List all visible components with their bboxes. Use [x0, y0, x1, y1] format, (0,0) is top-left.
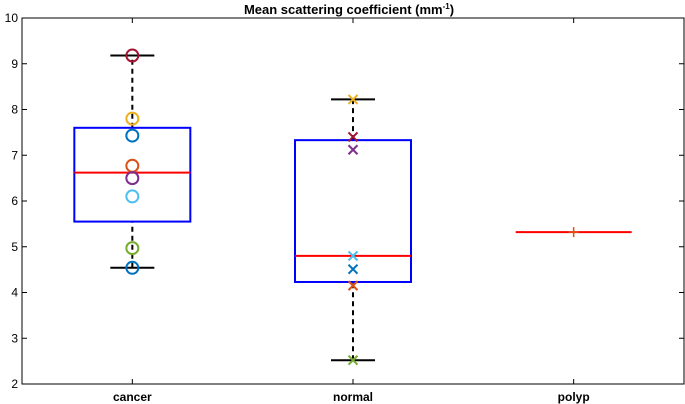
y-tick-label: 10: [5, 11, 19, 25]
data-point: [125, 48, 140, 63]
y-axis: 2 3 4 5 6 7 8 9 10: [5, 11, 684, 391]
data-point: [125, 241, 140, 256]
y-tick-label: 5: [11, 240, 18, 254]
data-point: [347, 144, 359, 155]
data-point-stroke: [347, 144, 359, 155]
y-tick-label: 2: [11, 377, 18, 391]
data-point: [347, 355, 359, 366]
data-point: [125, 111, 140, 126]
plot-area: [73, 48, 632, 366]
y-tick-label: 7: [11, 148, 18, 162]
data-point: [125, 158, 140, 173]
data-point-stroke: [347, 355, 359, 366]
data-point: [347, 250, 359, 262]
box-iqr: [294, 139, 412, 283]
data-point: [347, 94, 359, 105]
data-point-stroke: [347, 250, 359, 262]
y-tick-label: 9: [11, 57, 18, 71]
category-label: normal: [333, 390, 373, 404]
data-point: [125, 260, 140, 275]
category-label: cancer: [113, 390, 152, 404]
y-tick-label: 6: [11, 194, 18, 208]
category-label: polyp: [558, 390, 590, 404]
data-point: [568, 227, 579, 238]
data-point-stroke: [347, 131, 359, 143]
data-point: [347, 263, 359, 275]
y-tick-label: 3: [11, 331, 18, 345]
y-tick-label: 8: [11, 103, 18, 117]
y-tick-label: 4: [11, 286, 18, 300]
box-group-normal: [294, 94, 412, 366]
axes-frame: [21, 17, 685, 385]
data-point: [125, 189, 140, 204]
data-point-stroke: [347, 263, 359, 275]
chart-title: Mean scattering coefficient (mm-1): [244, 2, 454, 17]
data-point: [125, 128, 140, 143]
data-point-stroke: [347, 280, 359, 291]
box-iqr: [73, 126, 192, 223]
box-group-polyp: [515, 227, 632, 238]
box-group-cancer: [73, 48, 192, 275]
data-point-stroke: [347, 94, 359, 105]
x-axis: cancer normal polyp: [113, 18, 590, 404]
data-point: [125, 171, 140, 186]
data-point: [347, 131, 359, 143]
data-point: [347, 280, 359, 291]
